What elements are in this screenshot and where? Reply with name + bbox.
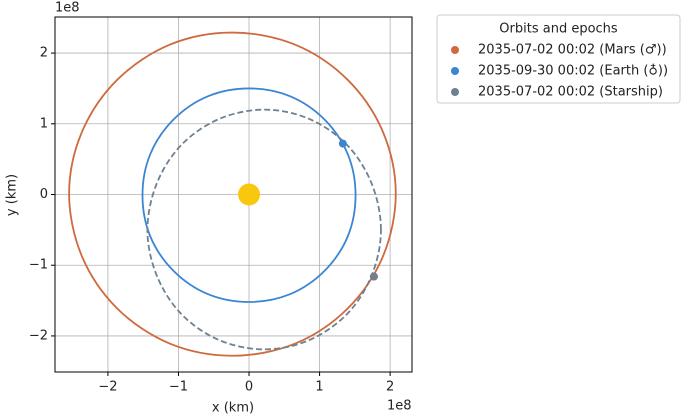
orbit-line [146, 108, 382, 351]
legend-frame [436, 14, 681, 104]
legend-marker [451, 67, 459, 75]
legend-label: 2035-07-02 00:02 (Starship) [478, 85, 663, 100]
body-marker [369, 272, 378, 281]
y-tick-label: 2 [40, 46, 48, 61]
y-tick-label: −1 [29, 258, 48, 273]
x-tick-label: 0 [245, 380, 253, 395]
legend-label: 2035-09-30 00:02 (Earth (♁)) [478, 64, 668, 79]
body-marker [338, 139, 347, 148]
x-offset-text: 1e8 [387, 399, 412, 414]
legend-label: 2035-07-02 00:02 (Mars (♂)) [478, 43, 667, 58]
orbit-line [68, 31, 397, 357]
y-tick-label: 1 [40, 116, 48, 131]
y-tick-label: 0 [40, 187, 48, 202]
plot-frame [54, 16, 413, 373]
y-offset-text: 1e8 [55, 1, 80, 16]
x-tick-label: −1 [169, 380, 188, 395]
y-tick-label: −2 [29, 328, 48, 343]
x-axis-label: x (km) [212, 401, 254, 416]
legend-title: Orbits and epochs [499, 22, 618, 37]
legend-marker [451, 88, 459, 96]
orbit-line [141, 87, 357, 303]
x-tick-label: 1 [315, 380, 323, 395]
x-tick-label: 2 [386, 380, 394, 395]
x-tick-label: −2 [98, 380, 117, 395]
legend-marker [451, 46, 459, 54]
sun-marker [238, 183, 261, 206]
y-axis-label: y (km) [5, 174, 20, 216]
